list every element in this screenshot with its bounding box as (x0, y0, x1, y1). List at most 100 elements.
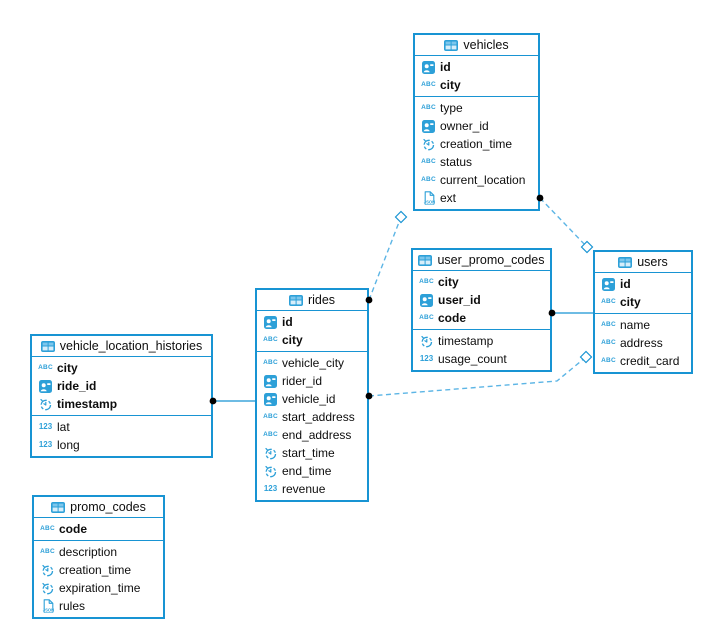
field-row-ride_id[interactable]: ride_id (32, 377, 211, 395)
table-icon (444, 39, 459, 51)
field-row-timestamp[interactable]: timestamp (32, 395, 211, 413)
field-type-icon-wrap (262, 465, 279, 478)
field-row-start_time[interactable]: start_time (257, 444, 367, 462)
key-fields-group: ABC code (34, 518, 163, 540)
field-type-icon-wrap: ABC (39, 525, 56, 533)
table-title: vehicles (463, 38, 509, 52)
field-type-icon-wrap: ABC (420, 104, 437, 112)
field-row-id[interactable]: id (257, 313, 367, 331)
table-vehicles[interactable]: vehicles id ABC city ABC type owner_id creation… (413, 33, 540, 211)
key-fields-group: id ABC city (257, 311, 367, 351)
table-header-users[interactable]: users (595, 252, 691, 273)
field-type-icon-wrap (262, 315, 279, 329)
fields-group: ABC name ABC address ABC credit_card (595, 313, 691, 372)
field-row-user_id[interactable]: user_id (413, 291, 550, 309)
field-name: id (282, 315, 293, 329)
table-user_promo_codes[interactable]: user_promo_codes ABC city user_id ABC code tim… (411, 248, 552, 372)
field-row-long[interactable]: 123 long (32, 436, 211, 454)
field-name: rider_id (282, 374, 323, 388)
field-row-city[interactable]: ABC city (257, 331, 367, 349)
field-row-city[interactable]: ABC city (595, 293, 691, 311)
field-row-rider_id[interactable]: rider_id (257, 372, 367, 390)
field-row-description[interactable]: ABC description (34, 543, 163, 561)
table-users[interactable]: users id ABC city ABC name ABC address ABC credit… (593, 250, 693, 374)
field-type-icon-wrap: 123 (37, 441, 54, 449)
field-row-end_address[interactable]: ABC end_address (257, 426, 367, 444)
table-header-user_promo_codes[interactable]: user_promo_codes (413, 250, 550, 271)
field-row-id[interactable]: id (415, 58, 538, 76)
field-row-address[interactable]: ABC address (595, 334, 691, 352)
fields-group: 123 lat 123 long (32, 415, 211, 456)
field-row-city[interactable]: ABC city (415, 76, 538, 94)
user-type-icon (602, 277, 615, 291)
field-type-icon-wrap: 123 (418, 355, 435, 363)
field-row-vehicle_id[interactable]: vehicle_id (257, 390, 367, 408)
field-row-expiration_time[interactable]: expiration_time (34, 579, 163, 597)
field-name: vehicle_id (282, 392, 336, 406)
table-header-rides[interactable]: rides (257, 290, 367, 311)
field-name: id (440, 60, 451, 74)
table-promo_codes[interactable]: promo_codes ABC code ABC description creation… (32, 495, 165, 619)
field-name: city (282, 333, 303, 347)
text-type-icon: ABC (601, 338, 616, 346)
user-type-icon (422, 119, 435, 133)
table-header-vehicles[interactable]: vehicles (415, 35, 538, 56)
field-row-usage_count[interactable]: 123 usage_count (413, 350, 550, 368)
field-row-lat[interactable]: 123 lat (32, 418, 211, 436)
text-type-icon: ABC (38, 363, 53, 371)
table-rides[interactable]: rides id ABC city ABC vehicle_city rider_id veh… (255, 288, 369, 502)
field-row-name[interactable]: ABC name (595, 316, 691, 334)
field-row-creation_time[interactable]: creation_time (415, 135, 538, 153)
field-type-icon-wrap: ABC (418, 278, 435, 286)
fields-group: timestamp 123 usage_count (413, 329, 550, 370)
user-type-icon (264, 315, 277, 329)
field-type-icon-wrap (600, 277, 617, 291)
field-row-city[interactable]: ABC city (32, 359, 211, 377)
table-header-promo_codes[interactable]: promo_codes (34, 497, 163, 518)
text-type-icon: ABC (601, 320, 616, 328)
key-fields-group: id ABC city (415, 56, 538, 96)
text-type-icon: ABC (263, 430, 278, 438)
field-name: revenue (282, 482, 326, 496)
table-title: user_promo_codes (437, 253, 545, 267)
field-type-icon-wrap: JSON (420, 191, 437, 205)
field-type-icon-wrap (420, 119, 437, 133)
field-name: code (59, 522, 88, 536)
field-row-rules[interactable]: JSON rules (34, 597, 163, 615)
field-type-icon-wrap: ABC (37, 363, 54, 372)
field-row-city[interactable]: ABC city (413, 273, 550, 291)
field-row-start_address[interactable]: ABC start_address (257, 408, 367, 426)
field-row-code[interactable]: ABC code (413, 309, 550, 327)
field-row-vehicle_city[interactable]: ABC vehicle_city (257, 354, 367, 372)
field-row-ext[interactable]: JSON ext (415, 189, 538, 207)
field-row-creation_time[interactable]: creation_time (34, 561, 163, 579)
field-row-revenue[interactable]: 123 revenue (257, 480, 367, 498)
relation-rides-to-vehicles[interactable] (368, 216, 402, 301)
field-name: address (620, 336, 663, 350)
field-row-status[interactable]: ABC status (415, 153, 538, 171)
field-row-code[interactable]: ABC code (34, 520, 163, 538)
time-type-icon (423, 138, 435, 150)
table-vehicle_location_histories[interactable]: vehicle_location_histories ABC city ride_id… (30, 334, 213, 458)
table-header-vehicle_location_histories[interactable]: vehicle_location_histories (32, 336, 211, 357)
relation-vehicles-to-users[interactable] (539, 197, 588, 248)
key-fields-group: id ABC city (595, 273, 691, 313)
json-type-icon: JSON (423, 191, 435, 205)
field-type-icon-wrap (39, 582, 56, 595)
field-row-credit_card[interactable]: ABC credit_card (595, 352, 691, 370)
field-row-timestamp[interactable]: timestamp (413, 332, 550, 350)
field-name: city (440, 78, 461, 92)
field-row-type[interactable]: ABC type (415, 99, 538, 117)
text-type-icon: ABC (601, 297, 616, 305)
field-row-id[interactable]: id (595, 275, 691, 293)
text-type-icon: ABC (263, 358, 278, 366)
field-name: creation_time (59, 563, 132, 577)
field-type-icon-wrap (37, 379, 54, 393)
field-type-icon-wrap (418, 335, 435, 348)
field-row-end_time[interactable]: end_time (257, 462, 367, 480)
table-icon (288, 294, 303, 306)
field-type-icon-wrap: 123 (37, 423, 54, 431)
field-row-owner_id[interactable]: owner_id (415, 117, 538, 135)
field-type-icon-wrap: ABC (262, 413, 279, 421)
field-row-current_location[interactable]: ABC current_location (415, 171, 538, 189)
